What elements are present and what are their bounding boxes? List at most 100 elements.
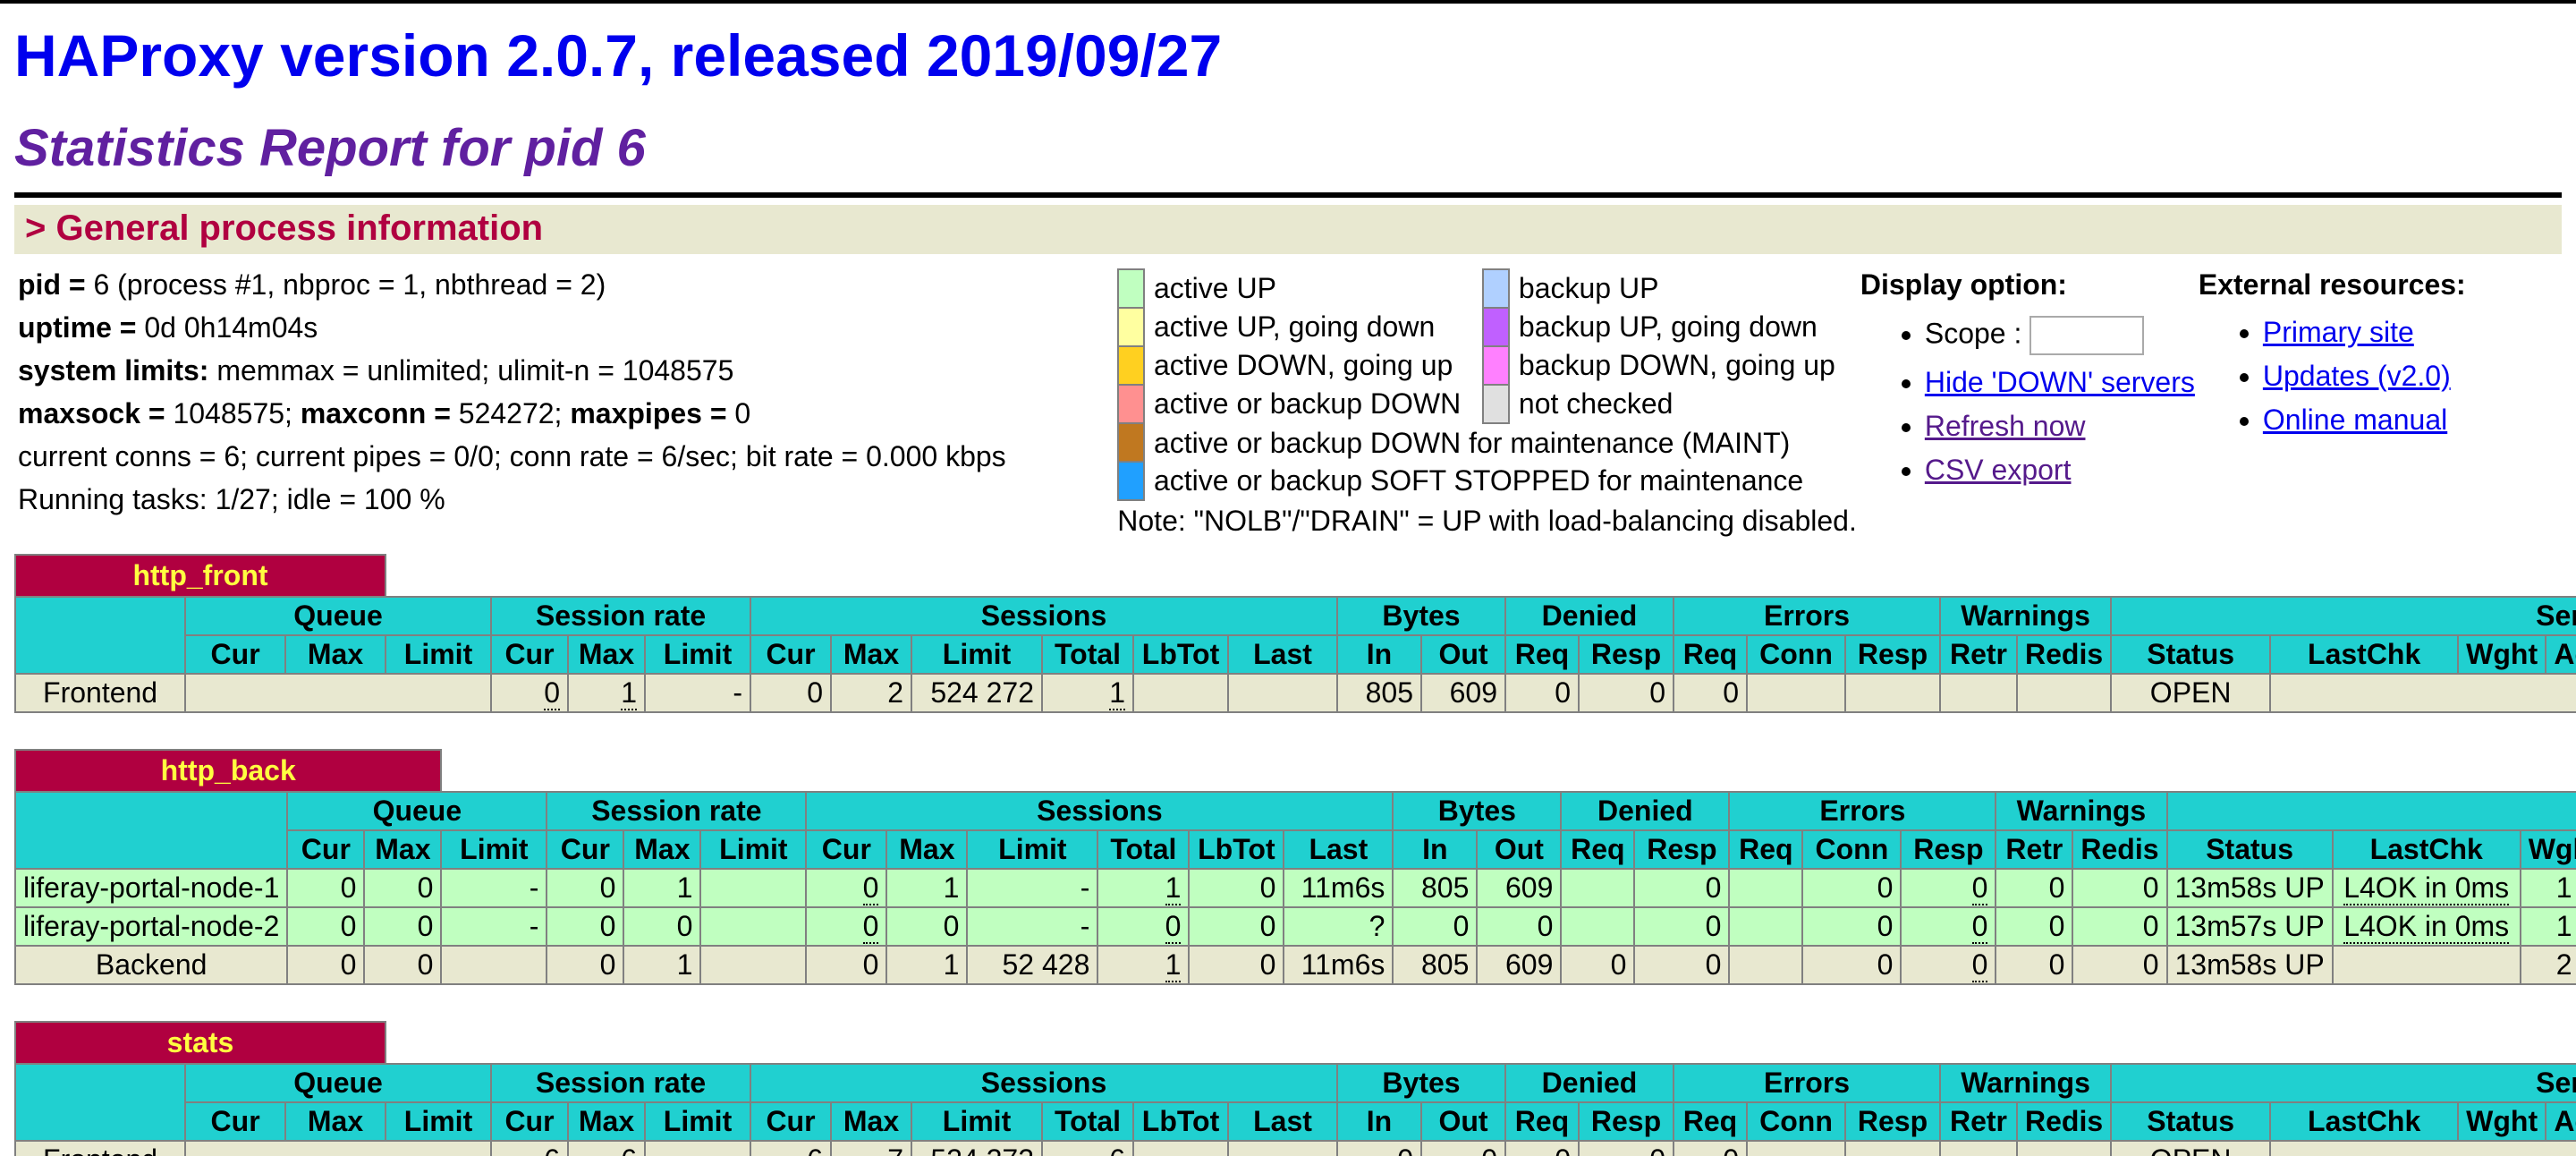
online-manual-link[interactable]: Online manual (2262, 404, 2448, 436)
cell: - (644, 1140, 751, 1156)
corner-cell (13, 596, 187, 675)
cell: 0 (286, 945, 366, 985)
info-line: uptime = 0d 0h14m04s (18, 306, 1114, 349)
cell: 0 (490, 673, 569, 713)
tooltip-value: 6 (621, 1143, 637, 1156)
info-label: system limits: (18, 354, 209, 387)
haproxy-version-link[interactable]: HAProxy version 2.0.7, released 2019/09/… (14, 22, 1223, 89)
info-line: Running tasks: 1/27; idle = 100 % (18, 478, 1114, 521)
updates-link[interactable]: Updates (v2.0) (2262, 360, 2451, 392)
table-row-liferay-portal-node-1: liferay-portal-node-1 0 0-0 1 0 1-1 0 11m6s 805 6… (13, 868, 2576, 908)
cell: 609 (1420, 673, 1506, 713)
col-header-cur: Cur (184, 1101, 287, 1142)
col-header-status: Status (2165, 829, 2334, 870)
cell: 1 (2519, 868, 2576, 908)
cell: 524 272 (911, 1140, 1043, 1156)
primary-site-link[interactable]: Primary site (2262, 316, 2414, 348)
cell: - (440, 868, 548, 908)
cell: ? (1283, 906, 1394, 947)
cell: 0 (546, 945, 625, 985)
cell: 805 (1392, 945, 1479, 985)
csv-export-link[interactable]: CSV export (1924, 454, 2072, 486)
col-group-warnings: Warnings (1995, 791, 2168, 831)
cell: 0 (286, 868, 366, 908)
info-value: current conns = 6; current pipes = 0/0; … (18, 440, 1006, 472)
col-group-warnings: Warnings (1939, 1063, 2113, 1103)
col-header-resp: Resp (1578, 634, 1674, 675)
info-label: maxconn = (300, 397, 459, 429)
cell: 0 (1673, 673, 1748, 713)
stats-table-http-front: http_front Queue Session rate Sessions Bytes… (13, 554, 2576, 713)
legend-swatch-active-down-going-up (1117, 345, 1145, 386)
col-header-cur: Cur (184, 634, 287, 675)
corner-cell (13, 1063, 187, 1142)
cell (1844, 1140, 1941, 1156)
display-options-block: Display option: Scope : Hide 'DOWN' serv… (1859, 261, 2197, 540)
info-value: memmax = unlimited; ulimit-n = 1048575 (208, 354, 734, 387)
cell: 0 (1995, 868, 2074, 908)
refresh-now-link[interactable]: Refresh now (1924, 410, 2086, 442)
col-header-retr: Retr (1939, 634, 2018, 675)
tooltip-value: 0 (1971, 948, 1988, 982)
cell (1746, 673, 1846, 713)
legend-swatch-backup-up-going-down (1482, 307, 1510, 347)
cell: 0 (1188, 868, 1285, 908)
column-header-row: Cur Max Limit Cur Max Limit Cur Max Limit Total Lb… (15, 1101, 2576, 1142)
hide-down-servers-link[interactable]: Hide 'DOWN' servers (1924, 366, 2195, 398)
cell: 0 (1900, 906, 1997, 947)
col-group-queue: Queue (184, 596, 492, 636)
cell: 1 (1097, 945, 1191, 985)
legend-label: backup DOWN, going up (1518, 349, 1835, 381)
cell: 0 (1097, 906, 1191, 947)
section-heading: > General process information (14, 205, 2562, 254)
col-header-last: Last (1227, 634, 1338, 675)
column-group-row: Queue Session rate Sessions Bytes Denied Erro… (13, 791, 2576, 870)
col-header-max: Max (284, 634, 386, 675)
cell: 0 (1673, 1140, 1748, 1156)
tooltip-value: 0 (862, 871, 879, 905)
col-header-req: Req (1504, 634, 1580, 675)
cell: 0 (1578, 1140, 1674, 1156)
cell: 0 (805, 906, 888, 947)
tooltip-value: L4OK in 0ms (2343, 910, 2510, 944)
col-header-out: Out (1476, 829, 1563, 870)
legend-row: active UP, going down backup UP, going d… (1117, 307, 1857, 347)
legend-swatch-active-or-backup-down (1117, 384, 1145, 424)
cell: 805 (1336, 673, 1422, 713)
col-group-sessions: Sessions (750, 596, 1338, 636)
col-header-wght: Wght (2519, 829, 2576, 870)
legend-table: active UP backup UP active UP, going dow… (1117, 268, 1857, 501)
tooltip-value: 0 (1165, 910, 1182, 944)
scope-input[interactable] (2029, 316, 2145, 355)
col-header-status: Status (2110, 634, 2272, 675)
cell: 1 (623, 868, 702, 908)
cell: 0 (1578, 673, 1674, 713)
proxy-section-stats: stats Queue Session rate Sessions Bytes Denie… (13, 1021, 2576, 1156)
info-label: uptime = (18, 311, 145, 344)
col-header-cur: Cur (750, 634, 832, 675)
proxy-section-http-back: http_back Queue Session rate Sessions Bytes D… (13, 749, 2576, 985)
stats-table-http-back: http_back Queue Session rate Sessions Bytes D… (13, 749, 2576, 985)
cell: 0 (546, 906, 625, 947)
proxy-name: stats (14, 1021, 386, 1064)
tooltip-value: 1 (621, 676, 637, 710)
col-header-resp: Resp (1578, 1101, 1674, 1142)
tooltip-value: 6 (544, 1143, 560, 1156)
cell (440, 945, 548, 985)
cell: 0 (1336, 1140, 1422, 1156)
info-value: 0d 0h14m04s (144, 311, 318, 344)
col-header-retr: Retr (1995, 829, 2074, 870)
col-header-in: In (1392, 829, 1479, 870)
spacer (441, 750, 2576, 792)
proxy-name: http_back (13, 749, 443, 792)
spacer (386, 1022, 2576, 1064)
legend-label: active DOWN, going up (1153, 349, 1453, 381)
external-resources-block: External resources: Primary site Updates… (2197, 261, 2562, 540)
cell: 1 (1041, 673, 1134, 713)
col-group-denied: Denied (1504, 1063, 1674, 1103)
col-header-resp: Resp (1844, 634, 1941, 675)
stats-table-stats: stats Queue Session rate Sessions Bytes Denie… (13, 1021, 2576, 1156)
cell: 805 (1392, 868, 1479, 908)
col-header-cur: Cur (546, 829, 625, 870)
cell: 6 (490, 1140, 569, 1156)
